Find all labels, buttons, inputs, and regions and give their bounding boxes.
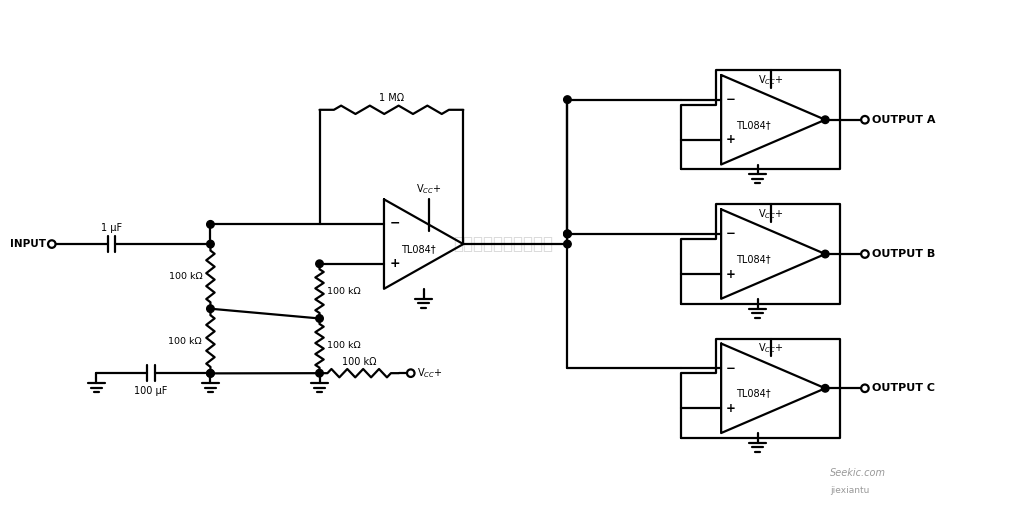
Text: TL084†: TL084†	[401, 244, 435, 254]
Text: OUTPUT B: OUTPUT B	[871, 249, 934, 259]
Text: 100 kΩ: 100 kΩ	[341, 357, 376, 366]
Text: V$_{CC}$+: V$_{CC}$+	[416, 182, 441, 196]
Text: 100 kΩ: 100 kΩ	[167, 337, 202, 345]
Text: OUTPUT A: OUTPUT A	[871, 115, 934, 125]
Circle shape	[316, 260, 323, 268]
Text: +: +	[389, 258, 400, 270]
Text: jiexiantu: jiexiantu	[829, 486, 869, 494]
Text: V$_{CC}$+: V$_{CC}$+	[417, 366, 442, 380]
Text: 1 MΩ: 1 MΩ	[378, 94, 404, 103]
Circle shape	[820, 384, 828, 392]
Text: −: −	[726, 227, 736, 241]
Circle shape	[207, 240, 214, 248]
Text: 100 kΩ: 100 kΩ	[327, 341, 361, 351]
Text: V$_{CC}$+: V$_{CC}$+	[757, 341, 783, 355]
Text: −: −	[389, 217, 400, 230]
Circle shape	[207, 221, 214, 228]
Text: 100 kΩ: 100 kΩ	[327, 287, 361, 296]
Circle shape	[316, 315, 323, 322]
Text: TL084†: TL084†	[735, 120, 769, 130]
Circle shape	[564, 230, 571, 237]
Circle shape	[207, 370, 214, 377]
Text: −: −	[726, 362, 736, 375]
Text: +: +	[726, 134, 736, 146]
Text: TL084†: TL084†	[735, 254, 769, 264]
Text: Seekic.com: Seekic.com	[829, 468, 886, 478]
Text: 杭州谙睽科技有限公司: 杭州谙睽科技有限公司	[452, 235, 552, 253]
Text: 1 μF: 1 μF	[101, 223, 121, 233]
Circle shape	[820, 250, 828, 258]
Text: V$_{CC}$+: V$_{CC}$+	[757, 207, 783, 221]
Circle shape	[207, 370, 214, 377]
Circle shape	[564, 230, 571, 237]
Text: INPUT: INPUT	[10, 239, 46, 249]
Text: +: +	[726, 268, 736, 281]
Circle shape	[316, 370, 323, 377]
Circle shape	[207, 305, 214, 313]
Circle shape	[820, 116, 828, 123]
Text: TL084†: TL084†	[735, 388, 769, 398]
Circle shape	[564, 96, 571, 103]
Text: 100 μF: 100 μF	[135, 387, 167, 396]
Text: 100 kΩ: 100 kΩ	[168, 272, 203, 281]
Text: OUTPUT C: OUTPUT C	[871, 383, 934, 393]
Text: −: −	[726, 93, 736, 106]
Circle shape	[564, 240, 571, 248]
Text: +: +	[726, 402, 736, 415]
Text: V$_{CC}$+: V$_{CC}$+	[757, 73, 783, 87]
